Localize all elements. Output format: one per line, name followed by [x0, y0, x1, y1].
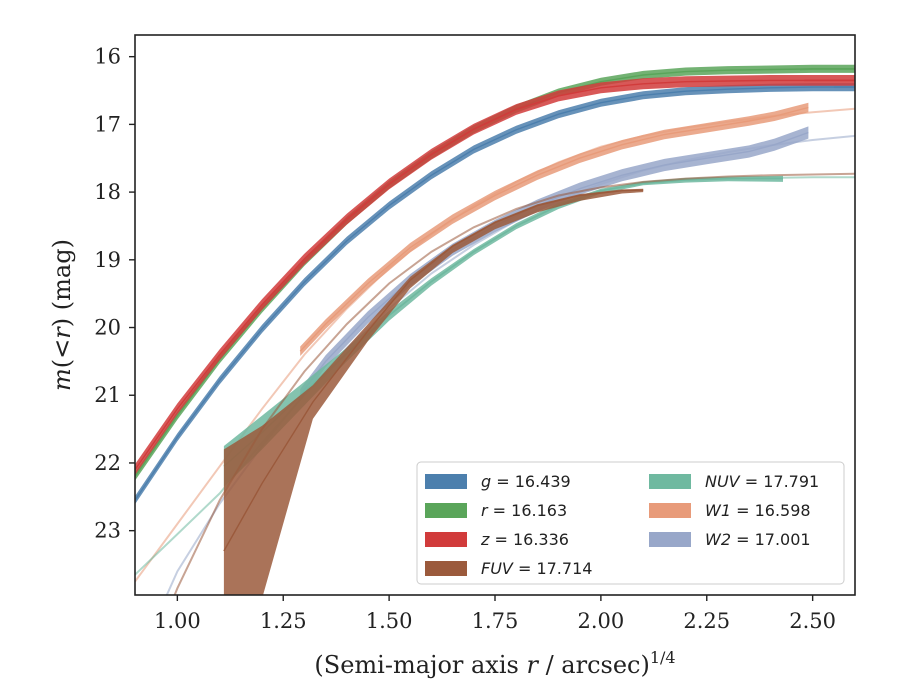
- legend: g = 16.439 r = 16.163 z = 16.336 FUV = 17.7…: [416, 461, 845, 585]
- series-r-line: [135, 68, 855, 477]
- legend-swatch: [649, 503, 691, 518]
- legend-item-z: z = 16.336: [425, 530, 569, 549]
- x-axis-label: (Semi-major axis r / arcsec)1/4: [314, 648, 675, 679]
- series-r-band: [135, 64, 855, 481]
- legend-label: z = 16.336: [480, 530, 569, 549]
- legend-swatch: [649, 532, 691, 547]
- legend-label: NUV = 17.791: [705, 472, 819, 491]
- series-z-line: [135, 79, 855, 471]
- y-tick-label: 21: [94, 383, 121, 407]
- y-tick-label: 18: [94, 180, 121, 204]
- y-tick-label: 17: [94, 112, 121, 136]
- legend-swatch: [649, 474, 691, 489]
- legend-item-w1: W1 = 16.598: [649, 501, 811, 520]
- series-fuv-band: [223, 188, 644, 595]
- legend-item-fuv: FUV = 17.714: [425, 559, 592, 578]
- series-nuv-line: [223, 177, 783, 467]
- series-w2-line: [299, 131, 809, 396]
- legend-label: r = 16.163: [481, 501, 567, 520]
- x-axis: 1.00 1.25 1.50 1.75 2.00 2.25 2.50: [154, 595, 836, 633]
- legend-swatch: [425, 532, 467, 547]
- legend-swatch: [425, 561, 467, 576]
- y-tick-label: 16: [94, 45, 121, 69]
- y-axis: 16 17 18 19 20 21 22 23: [94, 45, 135, 543]
- series-w1-line: [299, 106, 809, 352]
- x-tick-label: 2.25: [683, 609, 730, 633]
- series-fuv-line: [223, 189, 644, 552]
- series-g-line: [135, 86, 855, 501]
- legend-swatch: [425, 474, 467, 489]
- legend-label: g = 16.439: [481, 472, 571, 491]
- legend-label: W2 = 17.001: [705, 530, 811, 549]
- y-axis-label: m(<r) (mag): [48, 239, 76, 391]
- x-tick-label: 1.50: [366, 609, 413, 633]
- series-w2-band: [300, 126, 809, 402]
- legend-swatch: [425, 503, 467, 518]
- legend-label: FUV = 17.714: [481, 559, 592, 578]
- y-tick-label: 20: [94, 316, 121, 340]
- legend-label: W1 = 16.598: [705, 501, 811, 520]
- y-tick-label: 23: [94, 519, 121, 543]
- legend-item-w2: W2 = 17.001: [649, 530, 811, 549]
- legend-item-r: r = 16.163: [425, 501, 567, 520]
- x-tick-label: 2.00: [577, 609, 624, 633]
- legend-box: [416, 461, 845, 585]
- series-z-band: [135, 75, 855, 476]
- x-tick-label: 1.75: [472, 609, 519, 633]
- x-tick-label: 1.25: [260, 609, 307, 633]
- plot-area: [135, 64, 855, 595]
- y-tick-label: 22: [94, 451, 121, 475]
- x-tick-label: 1.00: [154, 609, 201, 633]
- x-tick-label: 2.50: [789, 609, 836, 633]
- legend-item-nuv: NUV = 17.791: [649, 472, 819, 491]
- y-tick-label: 19: [94, 248, 121, 272]
- legend-item-g: g = 16.439: [425, 472, 571, 491]
